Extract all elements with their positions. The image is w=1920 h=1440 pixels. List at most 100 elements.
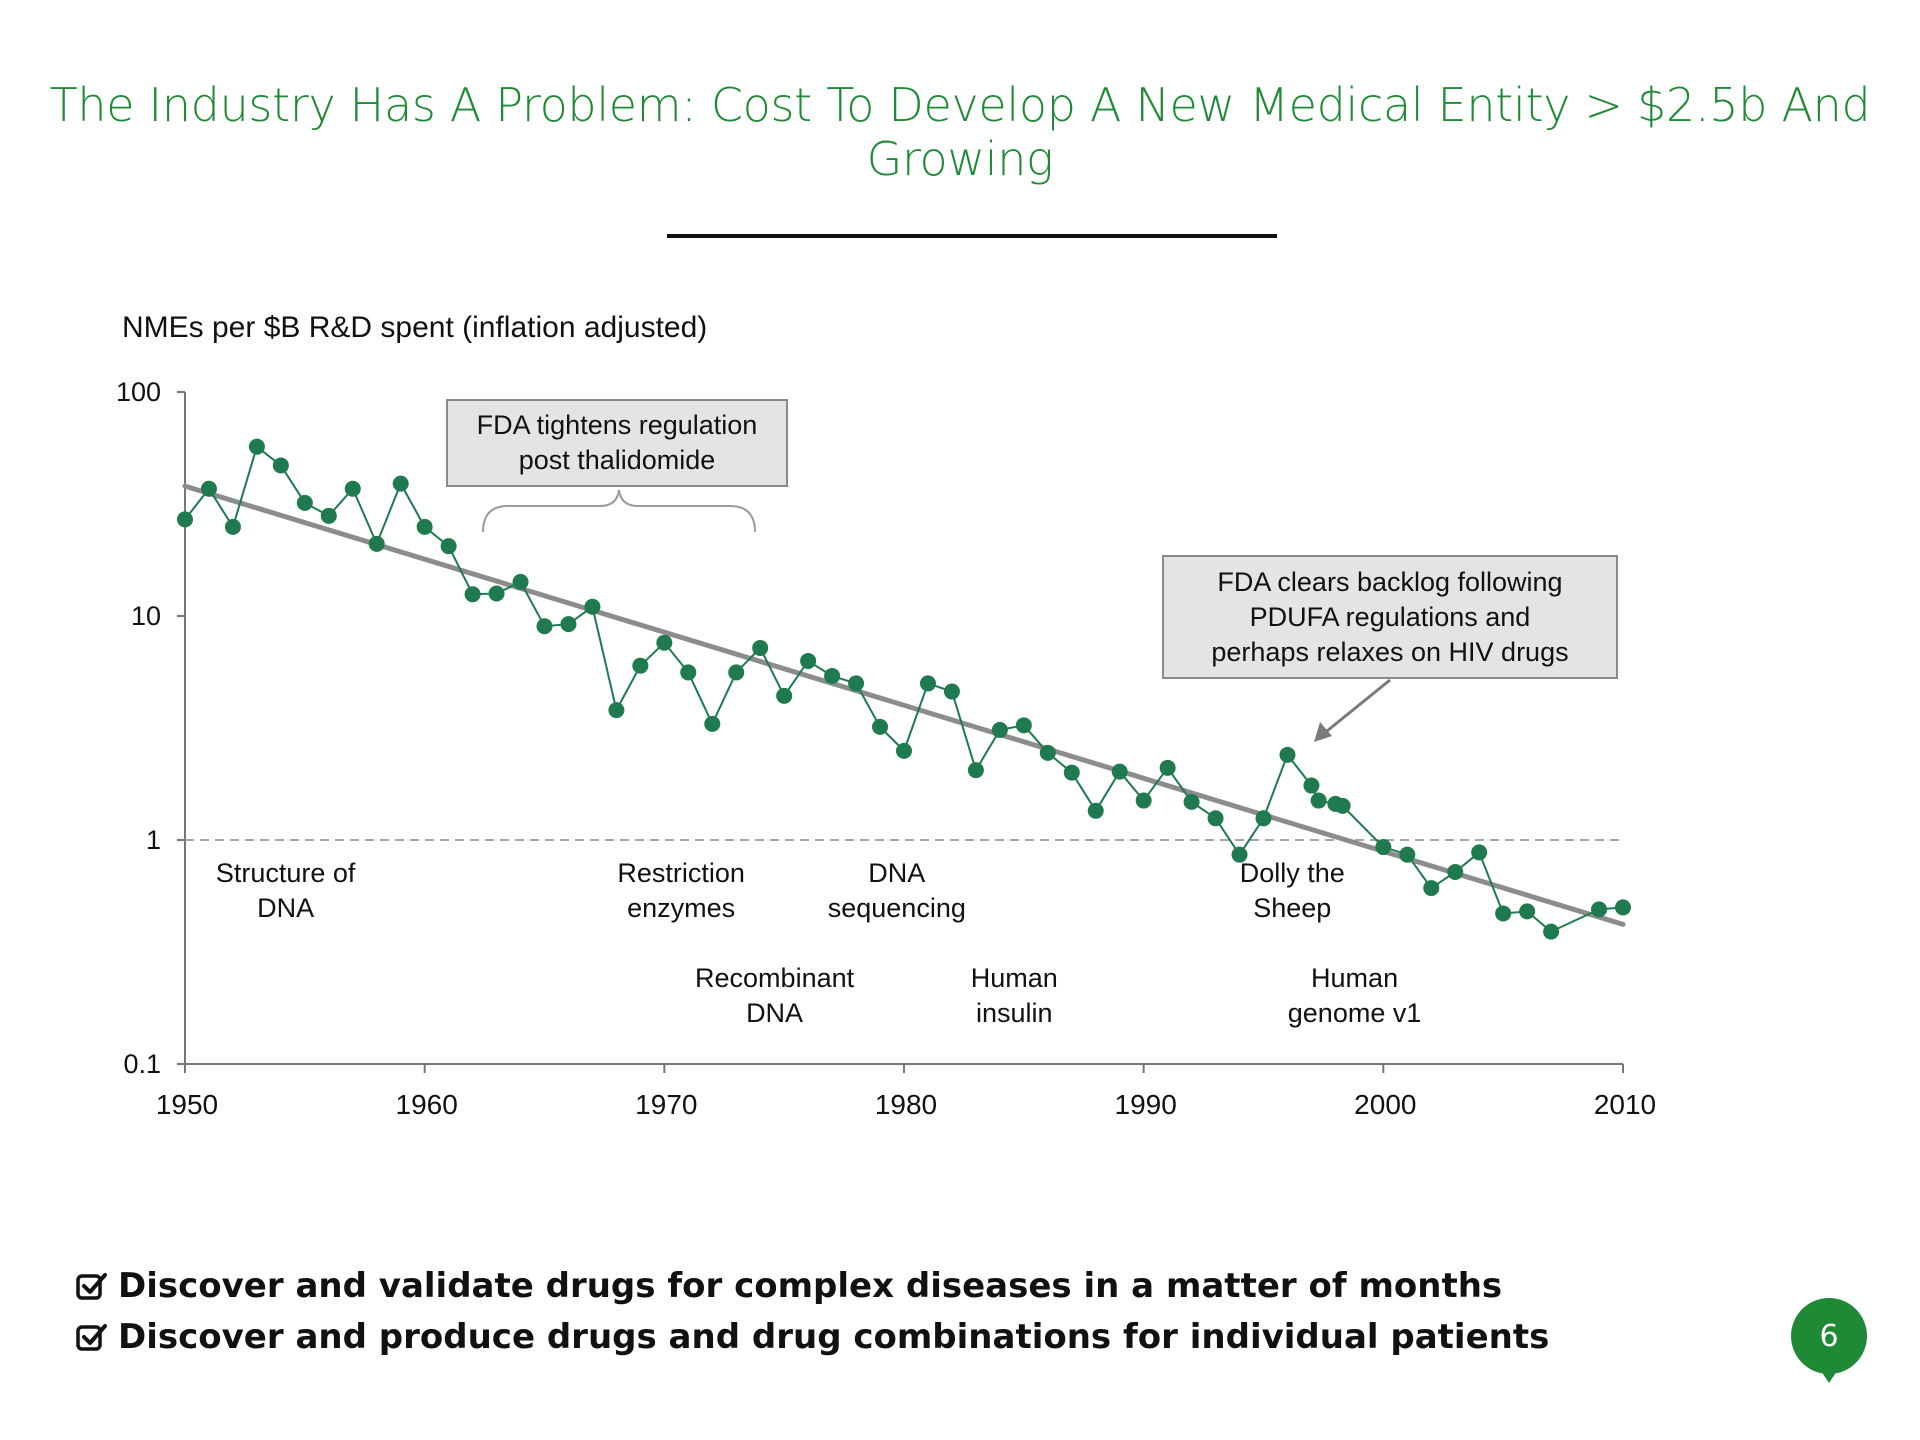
y-tick-label: 1 [146, 825, 161, 855]
x-tick-label: 1950 [156, 1089, 218, 1120]
x-tick-label: 1980 [875, 1089, 937, 1120]
title-divider [667, 234, 1277, 238]
data-point [416, 518, 433, 535]
data-point [272, 457, 289, 474]
data-point [608, 702, 625, 719]
y-tick-label: 0.1 [123, 1049, 161, 1079]
data-point [728, 664, 745, 681]
data-point [1543, 923, 1560, 940]
data-point [1207, 810, 1224, 827]
y-tick-label: 100 [116, 377, 161, 407]
data-point [584, 598, 601, 615]
data-point [368, 535, 385, 552]
data-point [896, 742, 912, 759]
x-tick-label: 2000 [1354, 1089, 1416, 1120]
data-point [1159, 759, 1176, 776]
data-point [1423, 880, 1440, 897]
data-point [872, 718, 889, 735]
y-tick-label: 10 [131, 601, 161, 631]
data-point [1615, 899, 1631, 916]
milestone-label: Structure of DNA [216, 858, 356, 923]
data-point [224, 518, 241, 535]
slide-title: The Industry Has A Problem: Cost To Deve… [49, 78, 1871, 186]
milestone-text-line: Human [971, 963, 1058, 993]
data-point [392, 475, 409, 492]
data-point [632, 657, 649, 674]
milestone-text-line: enzymes [627, 893, 735, 923]
data-point [1135, 792, 1152, 809]
data-point [776, 687, 793, 704]
x-tick-label: 1970 [635, 1089, 697, 1120]
data-point [1519, 903, 1536, 920]
data-point [943, 683, 960, 700]
data-point [967, 762, 984, 779]
milestone-label: Human insulin [971, 963, 1058, 1028]
data-point [1310, 792, 1327, 809]
bullet-text: Discover and produce drugs and drug comb… [118, 1316, 1550, 1357]
data-point [560, 616, 577, 633]
chart-axes: 0.1 1 10 100 1950 1960 1970 1980 1990 2000 2010 [116, 377, 1656, 1120]
data-point [919, 675, 936, 692]
data-point [1375, 839, 1392, 856]
milestone-label: Human genome v1 [1288, 963, 1422, 1028]
data-point [656, 634, 673, 651]
data-point [1255, 810, 1272, 827]
checkbox-checked-icon [76, 1272, 107, 1300]
milestone-text-line: DNA [868, 858, 925, 888]
data-point [296, 494, 313, 511]
bullet-list: Discover and validate drugs for complex … [76, 1260, 1549, 1362]
milestone-label: DNA sequencing [828, 858, 966, 923]
data-point [1111, 763, 1128, 780]
milestone-text-line: DNA [257, 893, 314, 923]
data-point [488, 585, 505, 602]
data-point [824, 667, 841, 684]
milestone-text-line: Sheep [1253, 893, 1331, 923]
annotation-text-line: FDA tightens regulation [477, 410, 758, 440]
data-point [1447, 863, 1464, 880]
annotation-thalidomide: FDA tightens regulation post thalidomide [446, 399, 788, 533]
data-point [1015, 717, 1032, 734]
data-point [1334, 797, 1351, 814]
milestone-text-line: Human [1311, 963, 1398, 993]
milestone-text-line: Restriction [617, 858, 745, 888]
milestone-text-line: genome v1 [1288, 998, 1422, 1028]
milestone-text-line: Dolly the [1240, 858, 1345, 888]
x-tick-label: 1990 [1115, 1089, 1177, 1120]
data-point [848, 675, 865, 692]
data-point [704, 715, 721, 732]
data-point [344, 480, 361, 497]
data-point [1183, 793, 1200, 810]
data-point [800, 652, 817, 669]
milestone-text-line: DNA [746, 998, 803, 1028]
data-point [991, 721, 1008, 738]
annotation-box [1162, 555, 1618, 679]
annotation-text-line: FDA clears backlog following [1217, 567, 1562, 597]
annotation-pdufa: FDA clears backlog following PDUFA regul… [1162, 555, 1618, 742]
data-point [1231, 846, 1248, 863]
annotation-text-line: PDUFA regulations and [1250, 602, 1531, 632]
milestone-text-line: insulin [976, 998, 1053, 1028]
data-point [1303, 777, 1320, 794]
data-point [1399, 846, 1416, 863]
data-point [1591, 901, 1608, 918]
milestone-text-line: sequencing [828, 893, 966, 923]
data-point [464, 586, 481, 603]
bullet-text: Discover and validate drugs for complex … [118, 1265, 1503, 1306]
milestone-text-line: Structure of [216, 858, 356, 888]
brace-icon [482, 489, 756, 533]
annotation-text-line: perhaps relaxes on HIV drugs [1211, 637, 1568, 667]
milestone-text-line: Recombinant [695, 963, 855, 993]
data-point [440, 538, 457, 555]
annotation-arrow-icon [1321, 678, 1391, 737]
checkbox-checked-icon [76, 1323, 107, 1351]
data-point [1279, 746, 1296, 763]
data-point [1039, 744, 1056, 761]
bullet-item: Discover and produce drugs and drug comb… [76, 1311, 1549, 1362]
data-point [536, 618, 553, 635]
data-point [320, 507, 337, 524]
data-point [752, 639, 769, 656]
arrowhead-icon [1314, 722, 1332, 742]
page-number-badge: 6 [1791, 1298, 1867, 1383]
milestone-label: Recombinant DNA [695, 963, 855, 1028]
data-point [248, 438, 265, 455]
